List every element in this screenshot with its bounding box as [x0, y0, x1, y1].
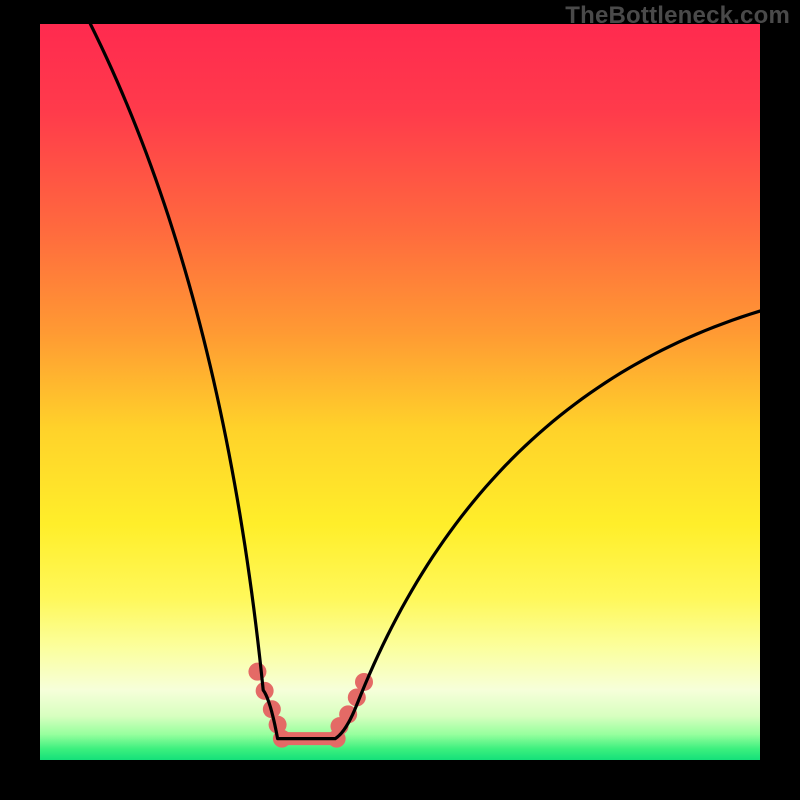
watermark-text: TheBottleneck.com [565, 2, 790, 30]
highlight-left-dot-0 [248, 663, 266, 681]
chart-stage: TheBottleneck.com [0, 0, 800, 800]
plot-background [40, 24, 760, 760]
chart-svg [0, 0, 800, 800]
